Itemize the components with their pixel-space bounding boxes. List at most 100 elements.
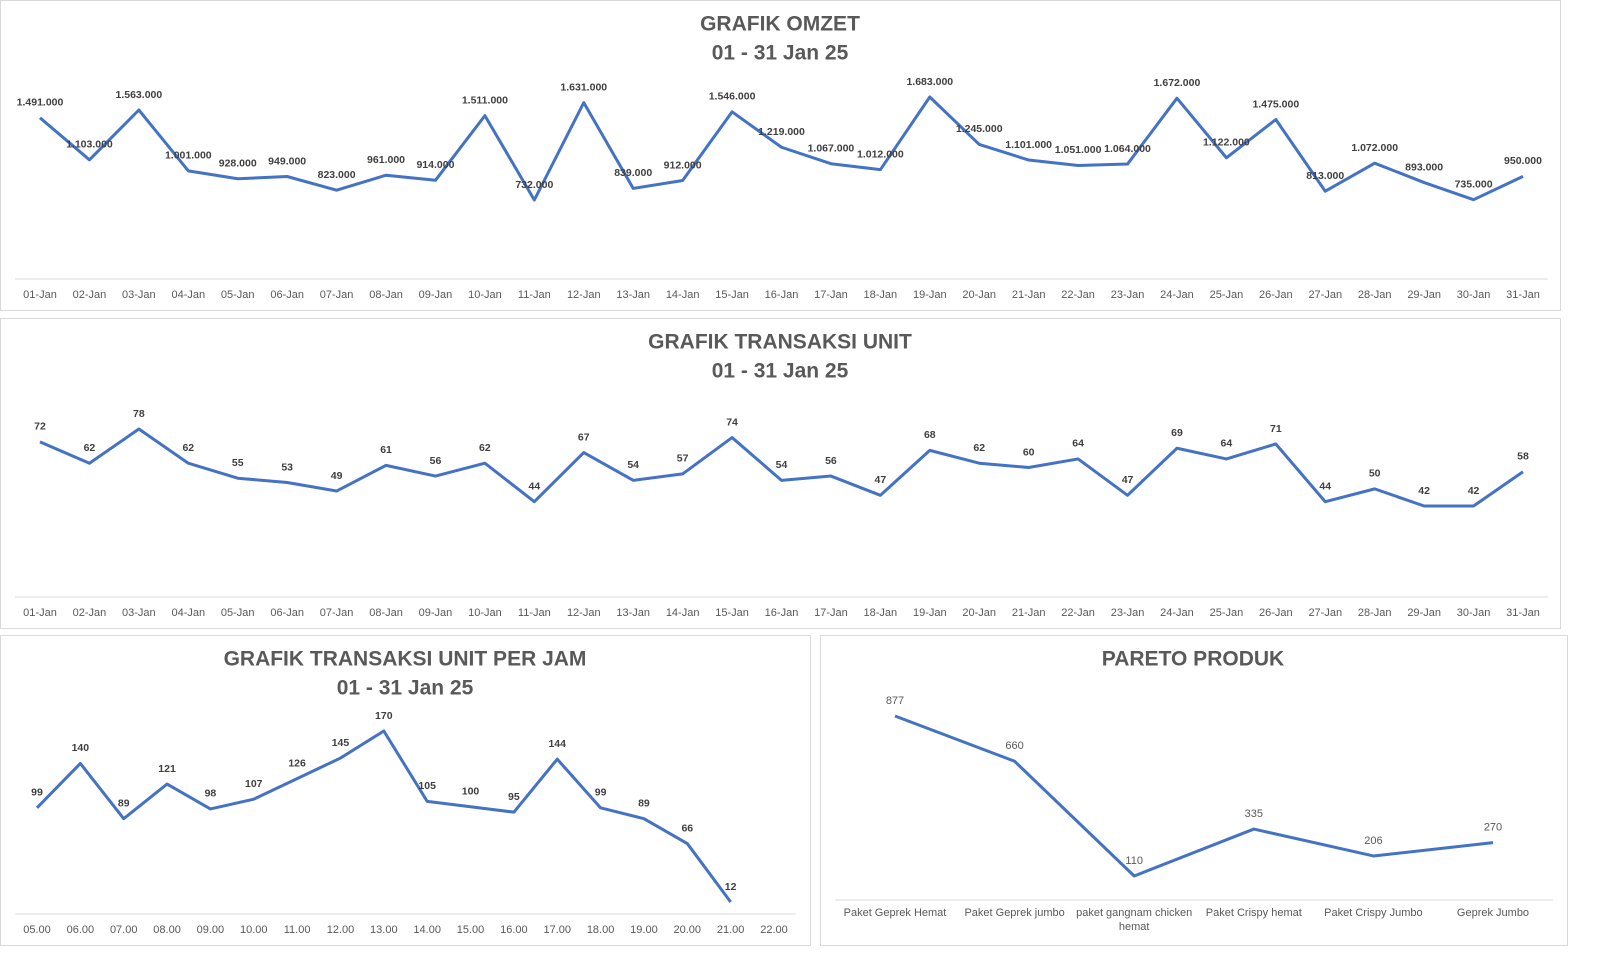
data-label: 1.051.000 xyxy=(1055,144,1102,156)
x-tick-label-box: Paket Geprek Hemat xyxy=(844,907,947,919)
x-tick-label: 15.00 xyxy=(457,924,485,936)
x-tick-label: 03-Jan xyxy=(122,289,156,301)
x-tick-label: 13-Jan xyxy=(616,607,650,619)
x-tick-label: 08.00 xyxy=(153,924,181,936)
data-label: 335 xyxy=(1245,808,1263,820)
data-label: 839.000 xyxy=(614,167,652,179)
data-label: 56 xyxy=(825,455,837,467)
x-tick-label: 04-Jan xyxy=(171,607,205,619)
data-label: 1.563.000 xyxy=(116,89,163,101)
data-label: 78 xyxy=(133,408,145,420)
data-label: 1.631.000 xyxy=(560,81,607,93)
x-tick-label: 05-Jan xyxy=(221,289,255,301)
data-label: 110 xyxy=(1125,855,1143,867)
panel xyxy=(820,635,1568,946)
x-tick-label: 24-Jan xyxy=(1160,607,1194,619)
data-label: 170 xyxy=(375,710,393,722)
x-tick-label: 22-Jan xyxy=(1061,289,1095,301)
x-tick-label: 16-Jan xyxy=(765,289,799,301)
data-label: 1.491.000 xyxy=(17,97,64,109)
chart-title: GRAFIK TRANSAKSI UNIT PER JAM xyxy=(224,648,587,671)
x-tick-label: 25-Jan xyxy=(1210,289,1244,301)
data-label: 60 xyxy=(1023,446,1035,458)
x-tick-label: Paket Crispy hemat xyxy=(1205,907,1302,919)
x-tick-label: 16-Jan xyxy=(765,607,799,619)
x-tick-label: 15-Jan xyxy=(715,607,749,619)
data-label: 1.012.000 xyxy=(857,148,904,160)
data-label: 912.000 xyxy=(664,159,702,171)
data-label: 89 xyxy=(118,797,130,809)
data-label: 1.001.000 xyxy=(165,150,212,162)
panel xyxy=(0,635,811,946)
x-tick-label: 02-Jan xyxy=(73,607,107,619)
data-label: 1.511.000 xyxy=(462,94,508,106)
x-tick-label: 14-Jan xyxy=(666,289,700,301)
x-tick-label: 11.00 xyxy=(284,924,311,936)
x-tick-label: 18.00 xyxy=(587,924,615,936)
x-tick-label: 21-Jan xyxy=(1012,607,1046,619)
x-tick-label: 02-Jan xyxy=(73,289,107,301)
line-series xyxy=(35,729,732,903)
x-tick-label: 19.00 xyxy=(630,924,658,936)
chart-title: PARETO PRODUK xyxy=(1102,648,1284,671)
x-tick-label: 08-Jan xyxy=(369,289,403,301)
x-tick-label: 07-Jan xyxy=(320,607,354,619)
data-label: 62 xyxy=(84,442,96,454)
x-tick-label: 31-Jan xyxy=(1506,289,1540,301)
data-label: 1.064.000 xyxy=(1104,143,1151,155)
data-label: 107 xyxy=(245,778,263,790)
data-label: 47 xyxy=(1122,474,1134,486)
data-label: 99 xyxy=(31,787,43,799)
data-label: 1.122.000 xyxy=(1203,137,1250,149)
data-label: 99 xyxy=(595,787,607,799)
x-tick-label-box: Paket Crispy hemat xyxy=(1205,907,1302,919)
x-tick-label: 28-Jan xyxy=(1358,607,1392,619)
x-tick-label: 17.00 xyxy=(543,924,571,936)
x-tick-label: 06-Jan xyxy=(270,607,304,619)
data-label: 961.000 xyxy=(367,154,405,166)
x-tick-label: 09-Jan xyxy=(419,289,453,301)
x-tick-label: 18-Jan xyxy=(864,607,898,619)
data-label: 1.546.000 xyxy=(709,91,756,103)
x-tick-label: 24-Jan xyxy=(1160,289,1194,301)
data-label: 877 xyxy=(886,695,904,707)
data-label: 58 xyxy=(1517,451,1529,463)
data-label: 89 xyxy=(638,797,650,809)
data-label: 55 xyxy=(232,457,244,469)
data-label: 1.067.000 xyxy=(808,142,855,154)
x-tick-label: 21.00 xyxy=(717,924,745,936)
data-label: 49 xyxy=(331,470,343,482)
x-tick-label: 14-Jan xyxy=(666,607,700,619)
x-tick-label: 13-Jan xyxy=(616,289,650,301)
x-tick-label: 13.00 xyxy=(370,924,398,936)
data-label: 62 xyxy=(479,442,491,454)
x-tick-label: 10-Jan xyxy=(468,289,502,301)
x-tick-label: 30-Jan xyxy=(1457,289,1491,301)
x-tick-label: 10-Jan xyxy=(468,607,502,619)
x-tick-label: 20.00 xyxy=(674,924,702,936)
x-tick-label: paket gangnam chicken hemat xyxy=(1076,907,1193,933)
data-label: 914.000 xyxy=(416,159,454,171)
data-label: 66 xyxy=(681,822,693,834)
x-tick-label: 11-Jan xyxy=(518,607,551,619)
data-label: 44 xyxy=(1319,481,1331,493)
x-tick-label: 15-Jan xyxy=(715,289,749,301)
data-label: 1.683.000 xyxy=(906,76,953,88)
data-label: 12 xyxy=(725,881,737,893)
x-tick-label: 23-Jan xyxy=(1111,607,1145,619)
x-tick-label: Geprek Jumbo xyxy=(1456,907,1530,919)
x-tick-label: 06-Jan xyxy=(270,289,304,301)
x-tick-label: 28-Jan xyxy=(1358,289,1392,301)
line-series xyxy=(39,427,1524,508)
x-tick-label: 17-Jan xyxy=(814,607,848,619)
x-tick-label: 30-Jan xyxy=(1457,607,1491,619)
data-label: 893.000 xyxy=(1405,161,1443,173)
data-label: 735.000 xyxy=(1455,178,1493,190)
data-label: 105 xyxy=(418,780,436,792)
x-tick-label: 22.00 xyxy=(760,924,788,936)
x-tick-label: 07-Jan xyxy=(320,289,354,301)
data-label: 64 xyxy=(1072,438,1084,450)
data-label: 98 xyxy=(205,788,217,800)
x-tick-label: 12-Jan xyxy=(567,607,601,619)
